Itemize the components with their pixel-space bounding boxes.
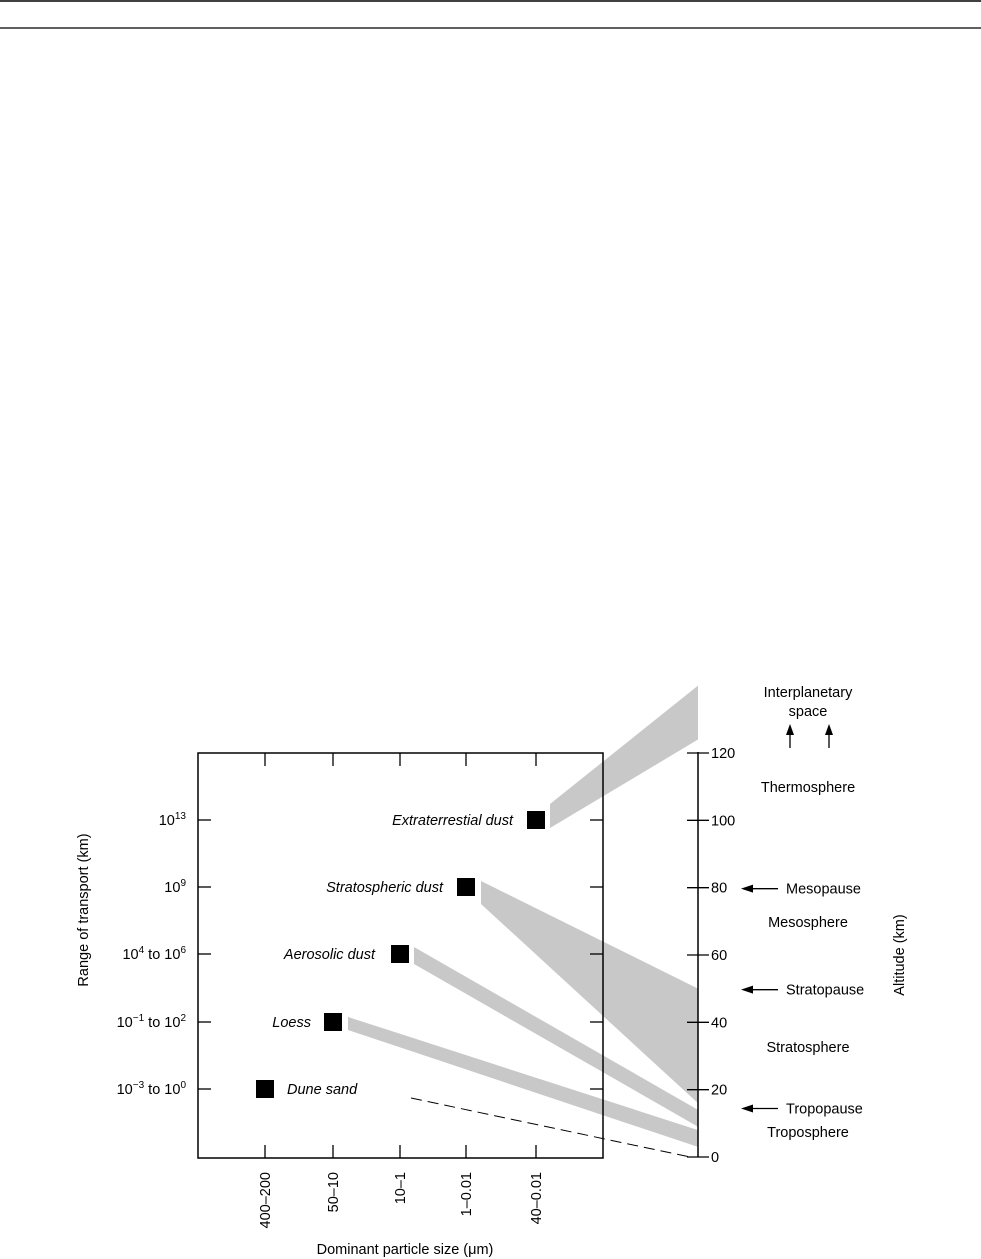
category-markers: Dune sand Loess Aerosolic dust Stratospheri… xyxy=(256,811,545,1098)
x-tick-label: 10–1 xyxy=(393,1172,409,1204)
layer-thermosphere: Thermosphere xyxy=(761,780,855,796)
marker-dune-sand xyxy=(256,1080,274,1098)
marker-aerosolic-dust xyxy=(391,945,409,963)
altitude-axis-ticks: 0 20 40 60 80 100 120 xyxy=(687,746,735,1166)
band-aerosolic-dust xyxy=(414,947,698,1127)
left-arrow-icon xyxy=(741,1104,753,1113)
label-extraterrestial-dust: Extraterrestial dust xyxy=(392,813,514,829)
marker-extraterrestial-dust xyxy=(527,811,545,829)
band-extraterrestial-dust xyxy=(550,685,698,828)
x-axis-title: Dominant particle size (μm) xyxy=(317,1242,494,1258)
y-axis-title: Range of transport (km) xyxy=(76,833,92,986)
layer-troposphere: Troposphere xyxy=(767,1125,849,1141)
atmosphere-labels: Interplanetary space Thermosphere Mesospher… xyxy=(741,685,864,1141)
left-arrow-icon xyxy=(741,884,753,893)
altitude-tick-label: 0 xyxy=(711,1150,719,1166)
altitude-tick-label: 20 xyxy=(711,1083,727,1099)
label-stratospheric-dust: Stratospheric dust xyxy=(326,880,444,896)
up-arrow-icon xyxy=(786,724,794,735)
marker-loess xyxy=(324,1013,342,1031)
altitude-tick-label: 60 xyxy=(711,948,727,964)
layer-mesosphere: Mesosphere xyxy=(768,915,848,931)
x-tick-label: 50–10 xyxy=(326,1172,342,1212)
layer-interplanetary-space: Interplanetary xyxy=(764,685,853,701)
y-tick-label: 10−1 to 102 xyxy=(117,1013,187,1031)
boundary-mesopause: Mesopause xyxy=(786,882,861,898)
x-axis-ticks: 400–200 50–10 10–1 1–0.01 40–0.01 xyxy=(258,753,545,1228)
boundary-stratopause: Stratopause xyxy=(786,983,864,999)
layer-interplanetary-space-line2: space xyxy=(789,704,828,720)
band-stratospheric-dust xyxy=(481,881,698,1104)
band-loess xyxy=(348,1017,698,1147)
dune-sand-dashed-line xyxy=(410,1097,691,1158)
altitude-tick-label: 120 xyxy=(711,746,735,762)
x-tick-label: 400–200 xyxy=(258,1172,274,1228)
boundary-tropopause: Tropopause xyxy=(786,1102,863,1118)
left-arrow-icon xyxy=(741,985,753,994)
x-tick-label: 1–0.01 xyxy=(459,1172,475,1216)
altitude-tick-label: 40 xyxy=(711,1015,727,1031)
dune-sand-path xyxy=(410,1097,691,1158)
altitude-tick-label: 80 xyxy=(711,881,727,897)
y-tick-label: 10−3 to 100 xyxy=(117,1080,187,1098)
label-dune-sand: Dune sand xyxy=(287,1082,358,1098)
layer-stratosphere: Stratosphere xyxy=(766,1040,849,1056)
y-tick-label: 1013 xyxy=(159,811,187,829)
x-tick-label: 40–0.01 xyxy=(529,1172,545,1224)
y-tick-label: 109 xyxy=(164,878,186,896)
marker-stratospheric-dust xyxy=(457,878,475,896)
label-loess: Loess xyxy=(272,1015,311,1031)
label-aerosolic-dust: Aerosolic dust xyxy=(283,947,376,963)
up-arrow-icon xyxy=(825,724,833,735)
altitude-axis-title: Altitude (km) xyxy=(892,914,908,995)
altitude-bands xyxy=(348,685,698,1147)
y-tick-label: 104 to 106 xyxy=(122,945,186,963)
altitude-tick-label: 100 xyxy=(711,813,735,829)
y-axis-ticks: 10−3 to 100 10−1 to 102 104 to 106 109 1013 xyxy=(117,811,603,1098)
